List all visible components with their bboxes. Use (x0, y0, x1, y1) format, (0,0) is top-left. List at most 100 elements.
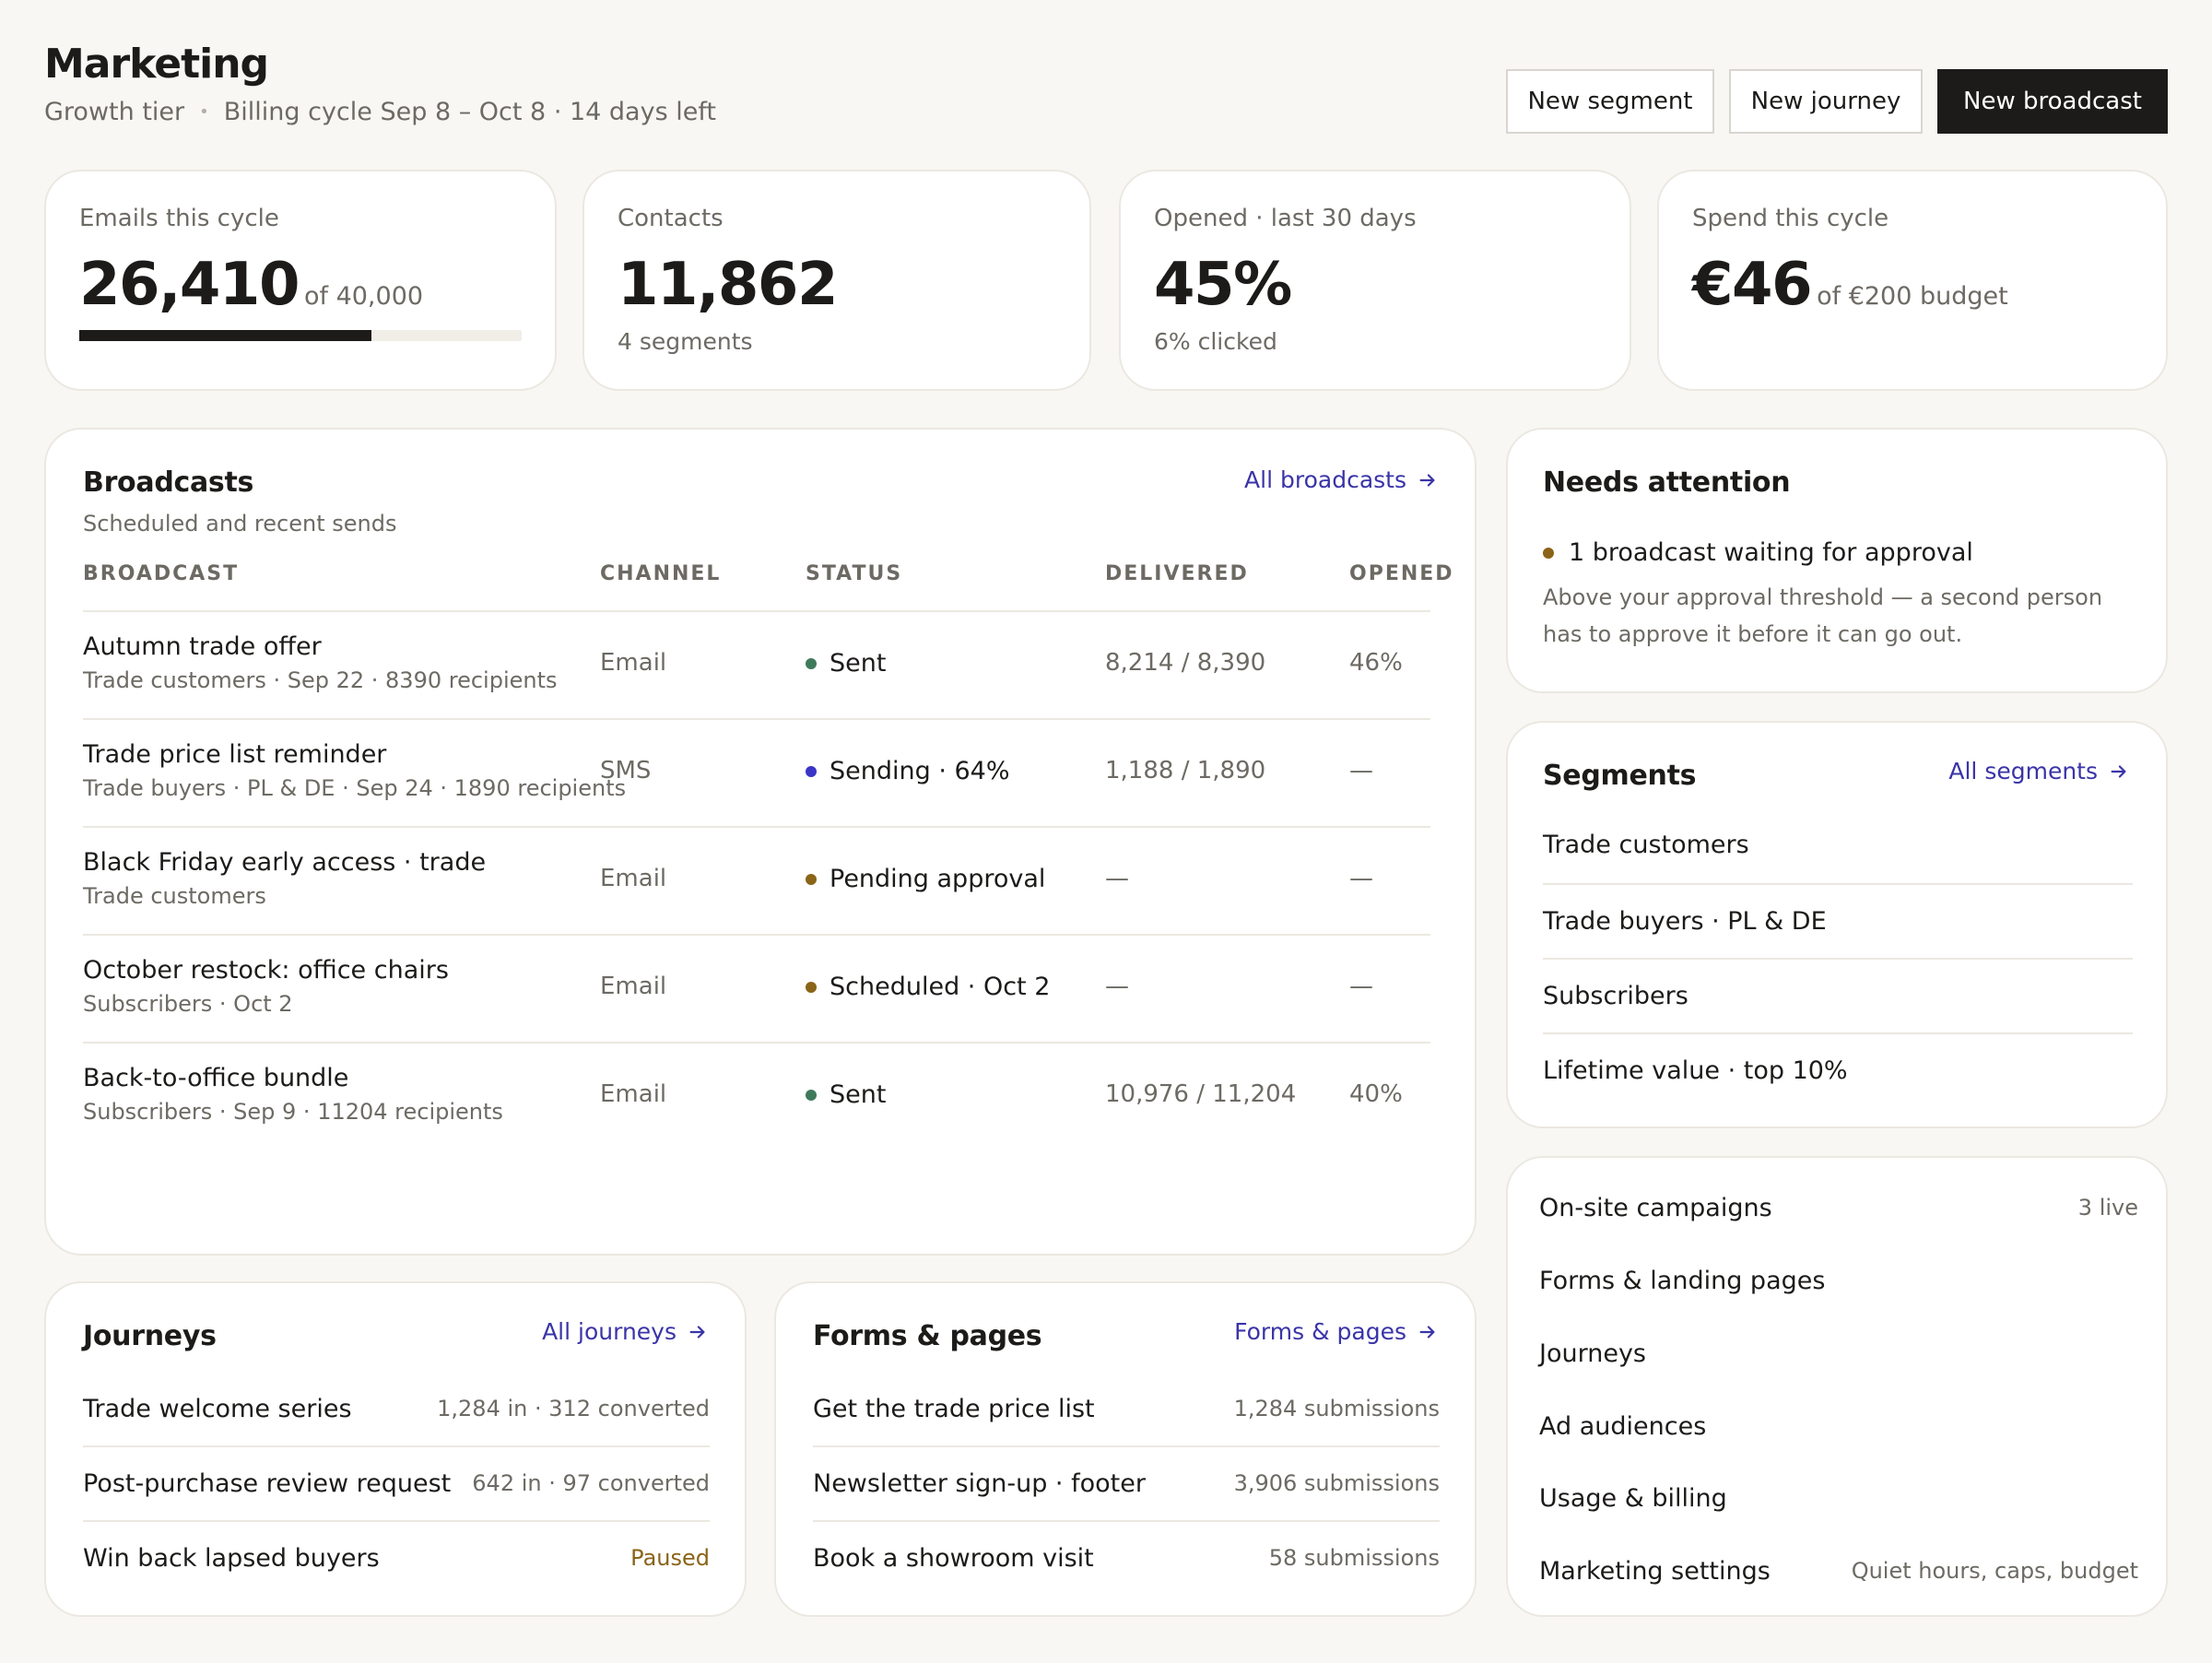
broadcast-name: Black Friday early access · trade (83, 848, 487, 877)
nav-item-journeys[interactable]: Journeys (1539, 1326, 2138, 1381)
stat-suffix: of €200 budget (1817, 282, 2008, 311)
stat-suffix: of 40,000 (303, 282, 424, 311)
segments-title: Segments (1543, 760, 1697, 792)
broadcast-opened: — (1349, 973, 1373, 1000)
broadcast-row[interactable]: Trade price list reminder Trade buyers ·… (83, 718, 1430, 826)
broadcast-opened: — (1349, 865, 1373, 892)
broadcasts-card: Broadcasts Scheduled and recent sends Al… (44, 428, 1477, 1256)
usage-progress-bar (79, 330, 522, 341)
needs-attention-card: Needs attention 1 broadcast waiting for … (1506, 428, 2168, 693)
billing-cycle: Billing cycle Sep 8 – Oct 8 · 14 days le… (223, 98, 716, 126)
broadcast-meta: Trade customers · Sep 22 · 8390 recipien… (83, 667, 558, 693)
form-item[interactable]: Get the trade price list 1,284 submissio… (813, 1372, 1440, 1445)
broadcast-name: Back-to-office bundle (83, 1064, 349, 1092)
form-submissions: 58 submissions (1268, 1545, 1440, 1571)
all-segments-link[interactable]: All segments (1948, 758, 2129, 784)
nav-item-forms-landing-pages[interactable]: Forms & landing pages (1539, 1253, 2138, 1308)
stat-label: Opened · last 30 days (1154, 205, 1417, 232)
stat-label: Spend this cycle (1692, 205, 1889, 232)
journey-name: Post-purchase review request (83, 1468, 452, 1498)
all-journeys-link[interactable]: All journeys (542, 1318, 708, 1345)
nav-item-marketing-settings[interactable]: Marketing settings Quiet hours, caps, bu… (1539, 1543, 2138, 1598)
broadcast-row[interactable]: Back-to-office bundle Subscribers · Sep … (83, 1042, 1430, 1150)
stat-card-contacts: Contacts 11,862 4 segments (582, 170, 1091, 391)
broadcast-opened: — (1349, 757, 1373, 784)
broadcast-delivered: 8,214 / 8,390 (1105, 649, 1266, 677)
broadcast-meta: Subscribers · Oct 2 (83, 991, 293, 1017)
column-header-broadcast: BROADCAST (83, 562, 240, 585)
form-item[interactable]: Newsletter sign-up · footer 3,906 submis… (813, 1445, 1440, 1519)
stat-card-opened: Opened · last 30 days 45% 6% clicked (1119, 170, 1631, 391)
journey-stat: 1,284 in · 312 converted (437, 1396, 710, 1421)
broadcast-name: Autumn trade offer (83, 632, 322, 661)
stat-value: €46 of €200 budget (1692, 251, 2008, 319)
broadcast-delivered: 10,976 / 11,204 (1105, 1080, 1297, 1108)
new-journey-button[interactable]: New journey (1729, 69, 1923, 134)
broadcast-meta: Subscribers · Sep 9 · 11204 recipients (83, 1099, 503, 1125)
form-item[interactable]: Book a showroom visit 58 submissions (813, 1520, 1440, 1594)
broadcast-meta: Trade buyers · PL & DE · Sep 24 · 1890 r… (83, 775, 627, 801)
nav-item-note: 3 live (2077, 1195, 2138, 1221)
broadcast-delivered: — (1105, 865, 1129, 892)
marketing-nav-card: On-site campaigns 3 live Forms & landing… (1506, 1156, 2168, 1617)
stat-label: Emails this cycle (79, 205, 279, 232)
broadcast-status: Sent (806, 1080, 886, 1109)
arrow-right-icon (1419, 1325, 1435, 1339)
segment-item[interactable]: Subscribers (1543, 958, 2133, 1032)
segment-item[interactable]: Trade customers (1543, 830, 1749, 859)
forms-pages-link[interactable]: Forms & pages (1234, 1318, 1438, 1345)
journey-item[interactable]: Win back lapsed buyers Paused (83, 1520, 710, 1594)
journeys-card: Journeys All journeys Trade welcome seri… (44, 1281, 747, 1617)
form-name: Book a showroom visit (813, 1543, 1094, 1573)
plan-tier: Growth tier (44, 98, 185, 126)
nav-item-label: Marketing settings (1539, 1556, 1771, 1586)
column-header-channel: CHANNEL (600, 562, 722, 585)
journey-stat: 642 in · 97 converted (472, 1470, 710, 1496)
attention-item[interactable]: 1 broadcast waiting for approval (1543, 538, 1973, 567)
broadcast-opened: 46% (1349, 649, 1403, 677)
broadcast-channel: Email (600, 649, 667, 677)
status-dot-icon (806, 981, 817, 993)
broadcast-delivered: — (1105, 973, 1129, 1000)
form-submissions: 1,284 submissions (1233, 1396, 1440, 1421)
broadcast-status: Sent (806, 649, 886, 678)
broadcast-opened: 40% (1349, 1080, 1403, 1108)
new-segment-button[interactable]: New segment (1506, 69, 1714, 134)
segment-item[interactable]: Lifetime value · top 10% (1543, 1032, 2133, 1106)
status-dot-icon (806, 873, 817, 885)
nav-item-label: Ad audiences (1539, 1411, 1707, 1441)
nav-item-on-site-campaigns[interactable]: On-site campaigns 3 live (1539, 1180, 2138, 1235)
stat-value: 11,862 (618, 251, 838, 319)
form-submissions: 3,906 submissions (1233, 1470, 1440, 1496)
broadcast-row[interactable]: Autumn trade offer Trade customers · Sep… (83, 610, 1430, 718)
nav-item-label: Forms & landing pages (1539, 1266, 1826, 1295)
attention-item-title: 1 broadcast waiting for approval (1569, 538, 1973, 567)
page-subtitle: Growth tier • Billing cycle Sep 8 – Oct … (44, 98, 716, 126)
journey-item[interactable]: Trade welcome series 1,284 in · 312 conv… (83, 1372, 710, 1445)
new-broadcast-button[interactable]: New broadcast (1937, 69, 2168, 134)
column-header-status: STATUS (806, 562, 903, 585)
needs-attention-title: Needs attention (1543, 466, 1791, 499)
stat-label: Contacts (618, 205, 724, 232)
arrow-right-icon (1419, 473, 1435, 487)
broadcasts-subtitle: Scheduled and recent sends (83, 511, 397, 537)
segments-card: Segments All segments Trade customers Tr… (1506, 721, 2168, 1128)
broadcast-name: Trade price list reminder (83, 740, 387, 769)
broadcast-delivered: 1,188 / 1,890 (1105, 757, 1266, 784)
segment-item[interactable]: Trade buyers · PL & DE (1543, 883, 2133, 957)
broadcast-row[interactable]: October restock: office chairs Subscribe… (83, 934, 1430, 1042)
nav-item-usage-billing[interactable]: Usage & billing (1539, 1470, 2138, 1526)
arrow-right-icon (2111, 764, 2126, 778)
stat-value: 45% (1154, 251, 1292, 319)
broadcast-channel: SMS (600, 757, 652, 784)
journey-item[interactable]: Post-purchase review request 642 in · 97… (83, 1445, 710, 1519)
nav-item-ad-audiences[interactable]: Ad audiences (1539, 1398, 2138, 1454)
warning-dot-icon (1543, 547, 1554, 559)
broadcast-row[interactable]: Black Friday early access · trade Trade … (83, 826, 1430, 934)
attention-item-text: Above your approval threshold — a second… (1543, 584, 2103, 647)
status-dot-icon (806, 657, 817, 669)
broadcast-status: Pending approval (806, 865, 1045, 893)
all-broadcasts-link[interactable]: All broadcasts (1244, 466, 1438, 493)
page-title: Marketing (44, 41, 269, 88)
column-header-delivered: DELIVERED (1105, 562, 1249, 585)
